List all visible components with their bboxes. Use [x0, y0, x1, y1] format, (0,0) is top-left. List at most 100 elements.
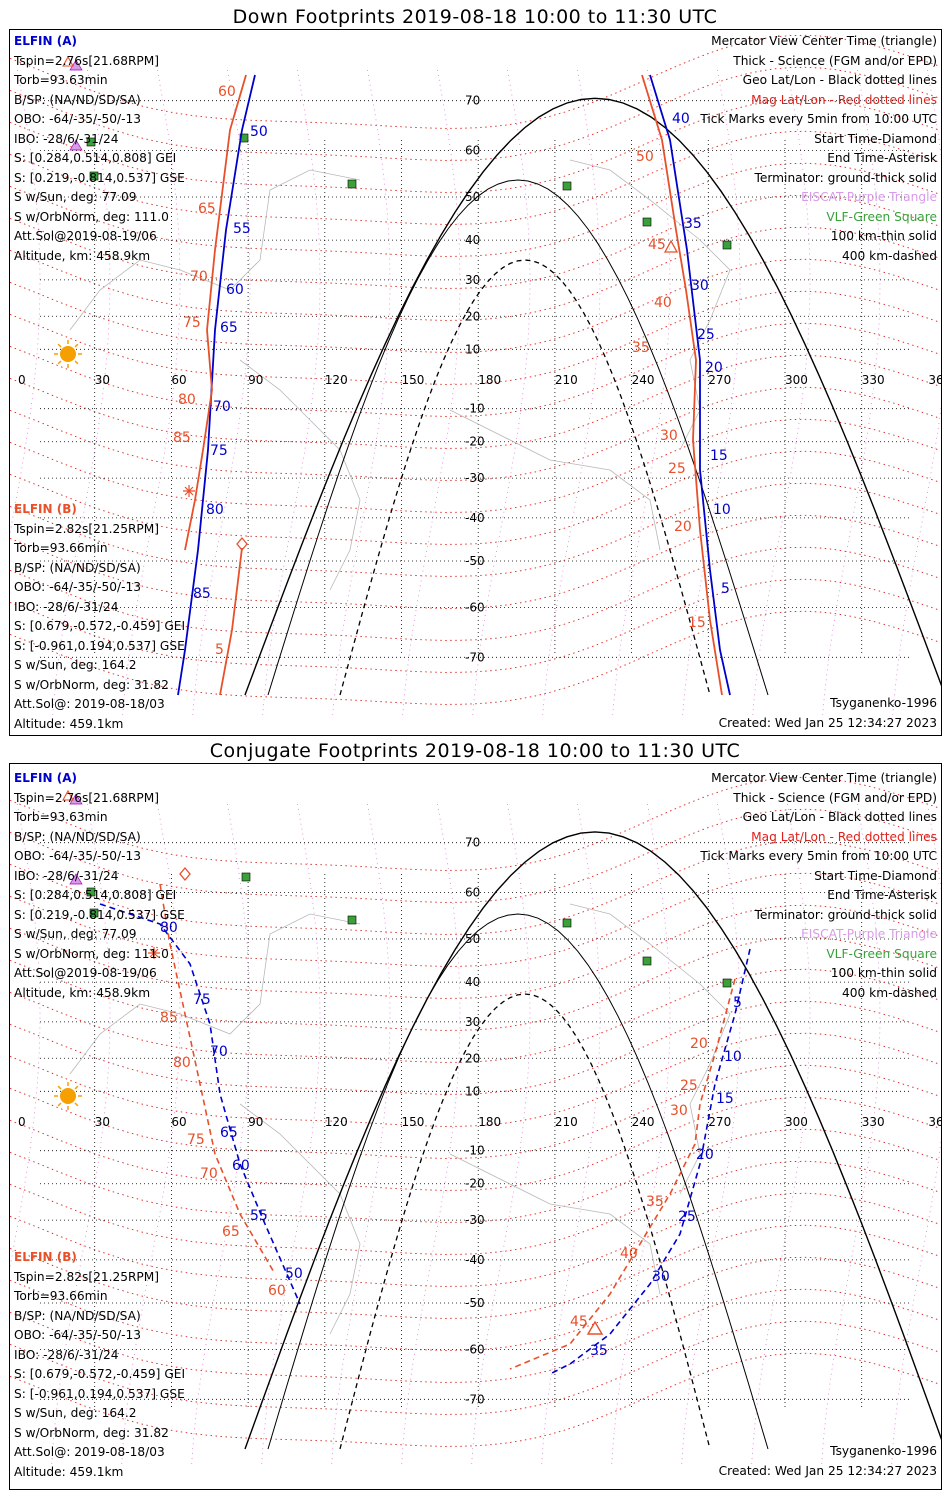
mag-meridian [51, 803, 111, 1465]
lon-tick-label: 330 [862, 1115, 885, 1129]
elfin-b-info-line: S w/Sun, deg: 164.2 [14, 1406, 137, 1420]
terminator-400km [339, 993, 711, 1450]
legend-entry: Tick Marks every 5min from 10:00 UTC [700, 112, 937, 126]
end-time-asterisk-icon [183, 485, 195, 497]
mag-parallel [10, 1064, 941, 1159]
mag-parallel [10, 610, 941, 705]
eiscat-triangle-icon [69, 873, 83, 885]
lat-tick-label: 30 [465, 273, 480, 287]
lat-tick-label: 60 [465, 144, 480, 158]
elfin-a-tick-label: 75 [193, 992, 211, 1008]
lon-tick-label: 240 [632, 373, 655, 387]
mag-parallel [10, 1000, 941, 1095]
elfin-b-info-line: S: [-0.961,0.194,0.537] GSE [14, 638, 185, 653]
elfin-a-lines: Tspin=2.76s[21.68RPM] Torb=93.63min B/SP: … [14, 789, 185, 1004]
mag-parallel [10, 1288, 941, 1383]
coastline [449, 409, 661, 551]
lat-tick-label: 40 [465, 975, 480, 989]
elfin-a-header: ELFIN (A) [14, 34, 77, 48]
lat-tick-label: 30 [465, 1015, 480, 1029]
elfin-b-info-line: Altitude: 459.1km [14, 1464, 124, 1479]
coastline [69, 169, 361, 331]
elfin-b-tick-label: 40 [620, 1246, 638, 1262]
elfin-b-tick-label: 15 [688, 615, 706, 631]
lat-tick-label: 70 [465, 836, 480, 850]
elfin-a-info-line: S: [0.284,0.514,0.808] GEI [14, 888, 177, 902]
elfin-b-info-line: Tspin=2.82s[21.25RPM] [14, 1269, 160, 1284]
elfin-b-info-line: Att.Sol@: 2019-08-18/03 [14, 1445, 165, 1459]
mag-meridian [751, 803, 811, 1465]
elfin-b-info-line: S w/Sun, deg: 164.2 [14, 658, 137, 672]
legend-entry: Tick Marks every 5min from 10:00 UTC [700, 849, 937, 863]
lon-tick-label: 300 [785, 373, 808, 387]
elfin-b-info-line: OBO: -64/-35/-50/-13 [14, 580, 142, 594]
elfin-a-tick-label: 5 [721, 581, 730, 597]
legend: Mercator View Center Time (triangle) Thic… [700, 32, 937, 266]
vlf-square-icon [89, 908, 99, 918]
sun-icon [60, 1088, 76, 1104]
lon-tick-label: 60 [171, 373, 186, 387]
elfin-a-info-line: IBO: -28/6/-31/24 [14, 868, 119, 883]
elfin-b-info-line: Tspin=2.82s[21.25RPM] [14, 521, 160, 536]
lat-tick-label: -10 [465, 1144, 485, 1158]
elfin-b-tick-label: 25 [680, 1078, 698, 1094]
conjugate-footprints-map: 0306090120150180210240270300330360706050… [10, 776, 941, 1465]
vlf-square-icon [562, 181, 572, 191]
legend-entry: Mag Lat/Lon - Red dotted lines [751, 829, 937, 844]
elfin-b-info-line: Torb=93.66min [14, 1289, 108, 1303]
lat-tick-label: -70 [465, 1392, 485, 1406]
elfin-b-tick-label: 25 [668, 461, 686, 477]
down-footprints-title: Down Footprints 2019-08-18 10:00 to 11:3… [232, 6, 718, 28]
elfin-a-track [177, 74, 256, 696]
mag-parallel [10, 290, 941, 385]
mag-parallel [10, 872, 941, 967]
conjugate-footprints-panel: 0306090120150180210240270300330360706050… [9, 763, 942, 1490]
created-timestamp: Created: Wed Jan 25 12:34:27 2023 [718, 716, 937, 730]
view-center-triangle-icon [586, 1320, 604, 1335]
mag-parallel [10, 1128, 941, 1223]
mag-parallel [10, 130, 941, 225]
legend-entry: Terminator: ground-thick solid [754, 907, 937, 922]
vlf-square-icon [562, 918, 572, 928]
elfin-a-info-line: S: [0.219,-0.814,0.537] GSE [14, 170, 185, 185]
elfin-b-tick-label: 30 [660, 428, 678, 444]
elfin-b-info: ELFIN (B) Tspin=2.82s[21.25RPM] Torb=93.6… [14, 1248, 185, 1482]
elfin-a-info-line: S: [0.284,0.514,0.808] GEI [14, 151, 177, 165]
elfin-b-tick-label: 65 [222, 1224, 240, 1240]
elfin-b-tick-label: 65 [198, 201, 216, 217]
mag-meridian [401, 803, 461, 1465]
elfin-b-info-line: Att.Sol@: 2019-08-18/03 [14, 697, 165, 711]
sun-ray [57, 360, 62, 365]
mag-parallel [10, 904, 941, 999]
legend-entry: 400 km-dashed [842, 248, 937, 263]
elfin-a-tick-label: 35 [590, 1343, 608, 1359]
created-timestamp: Created: Wed Jan 25 12:34:27 2023 [718, 1464, 937, 1478]
lat-tick-label: -70 [465, 650, 485, 664]
elfin-b-info-line: IBO: -28/6/-31/24 [14, 1347, 119, 1362]
legend: Mercator View Center Time (triangle) Thic… [700, 769, 937, 1003]
elfin-a-info-line: S w/Sun, deg: 77.09 [14, 927, 137, 941]
elfin-b-track [509, 978, 736, 1370]
mag-meridian [261, 803, 321, 1465]
terminator-400km [339, 259, 711, 696]
elfin-b-tick-label: 20 [690, 1036, 708, 1052]
lat-tick-label: -40 [465, 1253, 485, 1267]
elfin-b-track [219, 547, 243, 696]
elfin-b-info-line: S w/OrbNorm, deg: 31.82 [14, 1425, 169, 1440]
mag-parallel [10, 1224, 941, 1319]
elfin-a-info: ELFIN (A) Tspin=2.76s[21.68RPM] Torb=93.6… [14, 32, 185, 266]
elfin-a-info-line: OBO: -64/-35/-50/-13 [14, 849, 142, 863]
legend-entry: 100 km-thin solid [830, 229, 937, 243]
lat-tick-label: 10 [465, 342, 480, 356]
mag-parallel [10, 546, 941, 641]
mag-parallel [10, 1032, 941, 1127]
elfin-b-lines: Tspin=2.82s[21.25RPM] Torb=93.66min B/SP: … [14, 520, 185, 735]
elfin-a-tick-label: 25 [697, 327, 715, 343]
elfin-b-tick-label: 70 [200, 1166, 218, 1182]
mag-parallel [10, 578, 941, 673]
vlf-square-icon [642, 217, 652, 227]
mag-parallel [10, 1192, 941, 1287]
elfin-a-tick-label: 30 [691, 278, 709, 294]
mag-meridian [472, 69, 531, 716]
elfin-b-track [641, 74, 723, 696]
